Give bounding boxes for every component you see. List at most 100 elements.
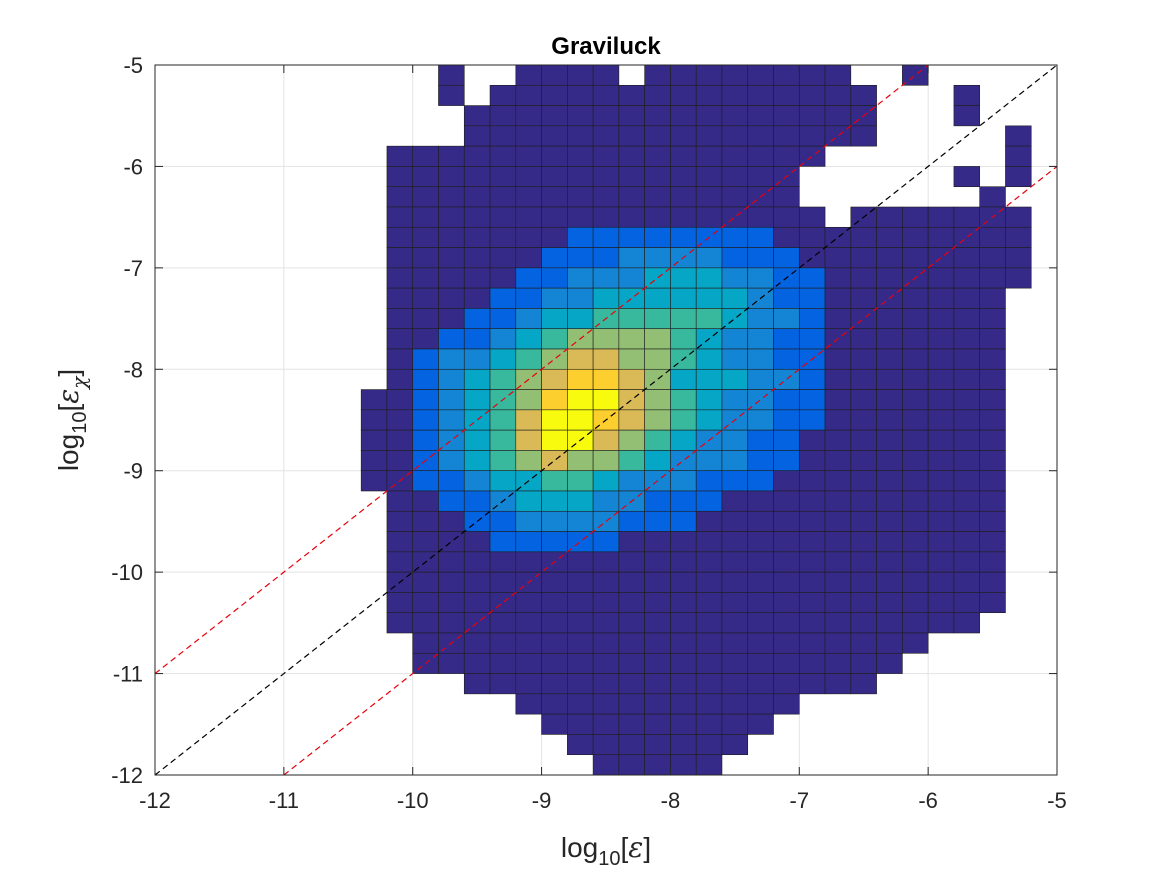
heatmap-cell [541, 470, 568, 492]
heatmap-cell [979, 308, 1006, 330]
x-label-open: [ [621, 832, 629, 863]
heatmap-cell [670, 328, 697, 350]
heatmap-cell [798, 571, 826, 593]
heatmap-cell [515, 551, 542, 573]
heatmap-cell [876, 328, 903, 350]
heatmap-cell [824, 470, 852, 492]
heatmap-cell [927, 267, 955, 289]
heatmap-cell [489, 429, 517, 451]
heatmap-cell [670, 531, 697, 553]
heatmap-cell [670, 693, 697, 715]
heatmap-cell [515, 490, 542, 512]
heatmap-cell [618, 571, 645, 593]
heatmap-cell [695, 754, 723, 776]
heatmap-cell [876, 652, 903, 674]
heatmap-cell [618, 267, 645, 289]
heatmap-cell [747, 429, 774, 451]
heatmap-cell [567, 287, 594, 309]
heatmap-cell [850, 450, 877, 472]
heatmap-cell [927, 470, 955, 492]
heatmap-cell [463, 673, 491, 695]
heatmap-cell [463, 652, 491, 674]
heatmap-cell [850, 592, 877, 614]
heatmap-cell [798, 551, 826, 573]
heatmap-cell [618, 125, 645, 147]
heatmap-cell [798, 206, 826, 228]
heatmap-cell [876, 368, 903, 390]
heatmap-cell [386, 206, 414, 228]
heatmap-cell [824, 389, 852, 411]
heatmap-cell [876, 308, 903, 330]
heatmap-cell [515, 389, 542, 411]
heatmap-cell [618, 226, 645, 248]
heatmap-cell [979, 328, 1006, 350]
heatmap-cell [695, 186, 723, 208]
heatmap-cell [695, 409, 723, 431]
heatmap-cell [489, 348, 517, 370]
x-tick-label: -11 [269, 788, 299, 813]
heatmap-cell [618, 470, 645, 492]
heatmap-cell [567, 186, 594, 208]
heatmap-cell [592, 389, 620, 411]
heatmap-cell [798, 490, 826, 512]
heatmap-cell [463, 551, 491, 573]
heatmap-cell [644, 389, 671, 411]
chart-title: Graviluck [551, 33, 661, 60]
heatmap-cell [695, 470, 723, 492]
heatmap-cell [386, 510, 414, 532]
heatmap-cell [721, 571, 749, 593]
heatmap-cell [670, 64, 697, 86]
heatmap-cell [953, 470, 980, 492]
heatmap-cell [618, 308, 645, 330]
heatmap-cell [670, 632, 697, 654]
heatmap-cell [644, 673, 671, 695]
heatmap-cell [695, 287, 723, 309]
y-label-open: [ [53, 404, 84, 412]
y-tick-label: -5 [123, 53, 143, 78]
heatmap-cell [463, 287, 491, 309]
heatmap-cell [592, 531, 620, 553]
heatmap-cell [463, 490, 491, 512]
heatmap-cell [721, 632, 749, 654]
x-tick-label: -8 [661, 788, 681, 813]
heatmap-cell [721, 186, 749, 208]
heatmap-cell [644, 652, 671, 674]
heatmap-cell [515, 308, 542, 330]
heatmap-cell [644, 632, 671, 654]
heatmap-cell [463, 308, 491, 330]
y-label-close: ] [53, 369, 84, 377]
heatmap-cell [438, 652, 465, 674]
heatmap-cell [644, 308, 671, 330]
heatmap-cell [747, 713, 774, 735]
heatmap-cell [489, 145, 517, 167]
heatmap-cell [567, 368, 594, 390]
heatmap-cell [695, 145, 723, 167]
heatmap-cell [798, 105, 826, 127]
heatmap-cell [824, 592, 852, 614]
heatmap-cell [438, 247, 465, 269]
axis-ticks: -12 -11 -10 -9 -8 -7 -6 -5 -12 -11 -10 -9 -8 -7 -6 -5 [111, 53, 1067, 813]
heatmap-cell [592, 652, 620, 674]
x-tick-label: -6 [918, 788, 938, 813]
heatmap-cell [850, 612, 877, 634]
heatmap-cell [721, 84, 749, 106]
heatmap-cell [798, 470, 826, 492]
heatmap-cell [721, 328, 749, 350]
heatmap-cell [695, 652, 723, 674]
heatmap-cell [386, 226, 414, 248]
heatmap-cell [670, 287, 697, 309]
heatmap-cell [695, 571, 723, 593]
heatmap-cell [541, 186, 568, 208]
heatmap-cell [360, 450, 388, 472]
heatmap-cell [747, 247, 774, 269]
heatmap-cell [876, 551, 903, 573]
heatmap-cell [592, 84, 620, 106]
heatmap-cell [721, 652, 749, 674]
heatmap-cell [412, 592, 439, 614]
heatmap-cell [541, 348, 568, 370]
heatmap-cell [927, 226, 955, 248]
heatmap-cell [824, 490, 852, 512]
heatmap-cell [489, 125, 517, 147]
heatmap-cell [747, 490, 774, 512]
heatmap-cell [541, 612, 568, 634]
